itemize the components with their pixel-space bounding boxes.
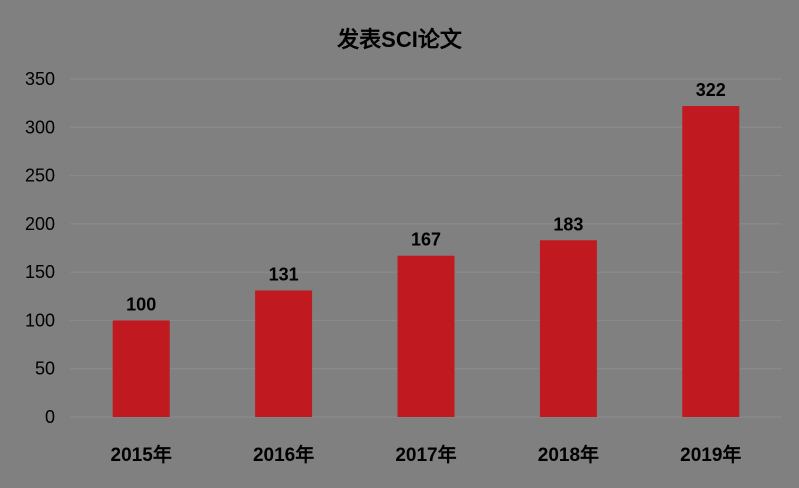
x-tick-label: 2016年 <box>253 443 314 466</box>
y-tick-label: 200 <box>25 214 55 234</box>
bar <box>112 320 170 417</box>
y-tick-label: 0 <box>45 407 55 427</box>
x-tick-label: 2018年 <box>538 443 599 466</box>
x-tick-label: 2017年 <box>395 443 456 466</box>
y-tick-label: 300 <box>25 117 55 137</box>
x-tick-label: 2019年 <box>680 443 741 466</box>
data-label: 100 <box>126 294 156 314</box>
y-tick-label: 350 <box>25 69 55 89</box>
y-tick-label: 150 <box>25 262 55 282</box>
data-label: 322 <box>696 80 726 100</box>
y-tick-label: 250 <box>25 166 55 186</box>
bar <box>682 106 740 417</box>
x-tick-label: 2015年 <box>111 443 172 466</box>
bar <box>255 290 313 417</box>
y-tick-label: 50 <box>35 359 55 379</box>
y-tick-label: 100 <box>25 310 55 330</box>
bar <box>397 255 455 417</box>
data-label: 183 <box>553 214 583 234</box>
chart-title: 发表SCI论文 <box>337 27 462 52</box>
data-label: 131 <box>269 264 299 284</box>
data-label: 167 <box>411 230 441 250</box>
bar <box>539 240 597 417</box>
